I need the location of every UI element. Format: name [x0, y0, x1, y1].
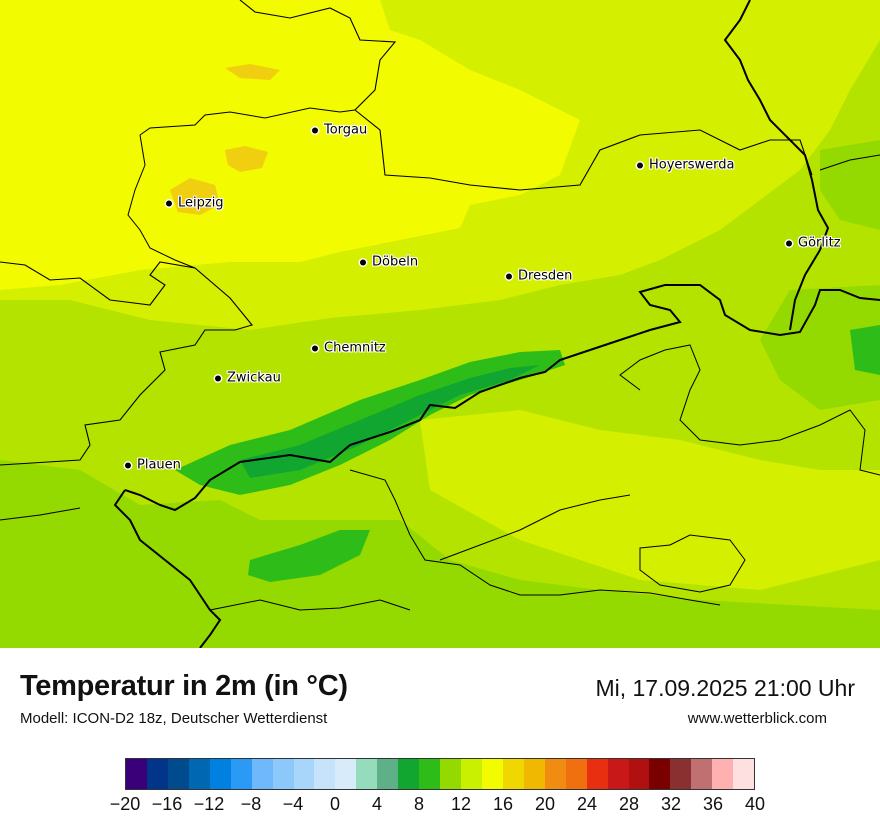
legend-swatch — [733, 759, 755, 789]
legend-swatch — [691, 759, 713, 789]
legend-tick-label: 28 — [618, 794, 640, 814]
legend-swatch — [649, 759, 671, 789]
state-border — [239, 0, 813, 191]
legend-swatch — [523, 759, 545, 789]
legend-swatch — [272, 759, 294, 789]
legend-swatch — [565, 759, 587, 789]
borders — [0, 0, 880, 648]
national-border-czech — [124, 284, 880, 512]
legend-tick-label: 40 — [744, 794, 766, 814]
legend-swatch — [293, 759, 315, 789]
legend-swatch — [586, 759, 608, 789]
legend-swatch — [230, 759, 252, 789]
legend-swatch — [398, 759, 420, 789]
color-legend — [125, 758, 755, 790]
region-border-czech-2 — [209, 154, 880, 611]
field-orange-patch-north — [225, 64, 280, 80]
legend-swatch — [251, 759, 273, 789]
state-border-west — [0, 261, 253, 466]
field-mid-green-south — [248, 530, 370, 582]
legend-tick-label: 20 — [534, 794, 556, 814]
website-link[interactable]: www.wetterblick.com — [687, 710, 827, 727]
legend-tick-label: 12 — [450, 794, 472, 814]
legend-ticks: −20 −16 −12 −8 −4 0 4 8 12 16 20 24 28 32 36 40 — [0, 794, 880, 818]
temperature-field — [0, 0, 880, 648]
legend-tick-label: 32 — [660, 794, 682, 814]
legend-swatch — [628, 759, 650, 789]
legend-swatch — [335, 759, 357, 789]
field-mid-green-east — [850, 325, 880, 375]
legend-tick-label: −12 — [193, 794, 225, 814]
field-dark-green-band — [240, 365, 540, 478]
legend-tick-label: 16 — [492, 794, 514, 814]
national-border-poland — [723, 0, 830, 331]
field-orange-patch-leipzig — [170, 178, 220, 215]
map-title: Temperatur in 2m (in °C) — [20, 670, 348, 702]
legend-swatch — [607, 759, 629, 789]
legend-tick-label: −16 — [151, 794, 183, 814]
legend-swatch — [502, 759, 524, 789]
legend-swatch — [544, 759, 566, 789]
legend-tick-label: 4 — [371, 794, 383, 814]
temperature-map: Torgau Leipzig Hoyerswerda Görlitz Döbel… — [0, 0, 880, 648]
legend-swatch — [356, 759, 378, 789]
legend-tick-label: 36 — [702, 794, 724, 814]
legend-swatch — [440, 759, 461, 789]
forecast-datetime: Mi, 17.09.2025 21:00 Uhr — [595, 675, 855, 701]
legend-tick-label: −20 — [109, 794, 141, 814]
legend-swatch — [481, 759, 503, 789]
legend-tick-label: −4 — [282, 794, 304, 814]
field-green-south — [0, 460, 880, 648]
field-yellow-patch-east — [420, 410, 880, 590]
legend-tick-label: 0 — [329, 794, 341, 814]
legend-tick-label: −8 — [240, 794, 262, 814]
legend-swatch — [209, 759, 231, 789]
field-orange-patch-torgau — [225, 146, 268, 172]
legend-swatch — [146, 759, 168, 789]
legend-swatch — [461, 759, 482, 789]
legend-swatch — [712, 759, 734, 789]
legend-swatch — [188, 759, 210, 789]
model-info: Modell: ICON-D2 18z, Deutscher Wetterdie… — [20, 710, 328, 727]
legend-swatch — [419, 759, 441, 789]
field-green-northeast — [820, 140, 880, 230]
field-green-east — [760, 285, 880, 410]
legend-swatch — [167, 759, 189, 789]
district-border-leipzig — [127, 107, 356, 269]
legend-swatch — [377, 759, 399, 789]
legend-tick-label: 8 — [413, 794, 425, 814]
legend-swatch — [670, 759, 692, 789]
national-border-czech-west — [113, 489, 222, 648]
legend-swatch — [314, 759, 336, 789]
legend-tick-label: 24 — [576, 794, 598, 814]
legend-swatch — [126, 759, 147, 789]
region-border-czech — [0, 344, 880, 606]
